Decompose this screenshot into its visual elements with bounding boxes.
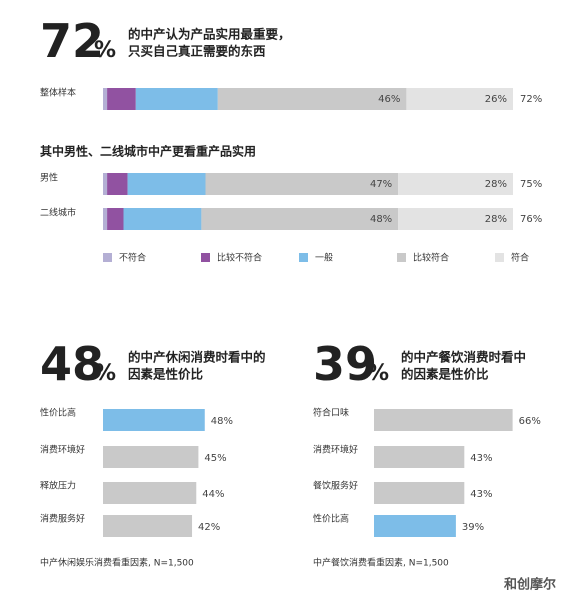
legend-swatch (299, 253, 308, 262)
bar (374, 482, 465, 504)
footnote: 中产休闲娱乐消费看重因素, N=1,500 (40, 557, 194, 569)
legend-swatch (495, 253, 504, 262)
category-label: 符合口味 (313, 407, 349, 419)
bar-segment (217, 88, 407, 110)
headline-text: 的因素是性价比 (401, 367, 489, 382)
headline-number: 72 (40, 14, 104, 68)
legend-label: 比较符合 (413, 252, 449, 264)
value-label: 42% (198, 522, 220, 533)
bar-segment (398, 173, 513, 195)
value-label: 46% (378, 94, 400, 105)
total-label: 75% (520, 179, 542, 190)
value-label: 47% (370, 179, 392, 190)
value-label: 48% (211, 416, 233, 427)
headline-number: 39 (313, 337, 377, 391)
legend-label: 比较不符合 (217, 252, 262, 264)
headline-text: 因素是性价比 (128, 367, 204, 382)
legend-label: 不符合 (119, 252, 146, 264)
bar (103, 515, 193, 537)
bar (103, 482, 197, 504)
category-label: 释放压力 (40, 480, 76, 492)
total-label: 76% (520, 214, 542, 225)
category-label: 性价比高 (313, 513, 349, 525)
bar (374, 515, 456, 537)
bar-segment (398, 208, 513, 230)
legend-label: 一般 (315, 252, 333, 264)
value-label: 28% (485, 179, 507, 190)
bar-segment (107, 208, 124, 230)
category-label: 消费服务好 (40, 513, 85, 525)
bar-segment (205, 173, 399, 195)
legend-swatch (103, 253, 112, 262)
headline-text: 的中产餐饮消费时看中 (401, 350, 526, 365)
value-label: 26% (485, 94, 507, 105)
headline-text: 的中产认为产品实用最重要， (128, 27, 291, 42)
bar (103, 409, 205, 431)
bar-segment (107, 173, 128, 195)
total-label: 72% (520, 94, 542, 105)
bar (374, 409, 513, 431)
headline-text: 的中产休闲消费时看中的 (128, 350, 266, 365)
bar-segment (103, 208, 108, 230)
bar-segment (107, 88, 136, 110)
value-label: 39% (462, 522, 484, 533)
watermark: 和创摩尔 (504, 577, 556, 593)
legend-swatch (201, 253, 210, 262)
value-label: 28% (485, 214, 507, 225)
category-label: 性价比高 (40, 407, 76, 419)
value-label: 66% (519, 416, 541, 427)
bar-segment (103, 88, 108, 110)
headline-unit: % (94, 361, 116, 386)
bar-segment (135, 88, 218, 110)
legend-swatch (397, 253, 406, 262)
value-label: 43% (470, 453, 492, 464)
bar-segment (406, 88, 513, 110)
category-label: 男性 (40, 172, 58, 184)
value-label: 43% (470, 489, 492, 500)
bar-segment (123, 208, 202, 230)
category-label: 二线城市 (40, 207, 76, 219)
headline-number: 48 (40, 337, 104, 391)
footnote: 中产餐饮消费看重因素, N=1,500 (313, 557, 449, 569)
category-label: 餐饮服务好 (313, 480, 358, 492)
legend-label: 符合 (511, 252, 529, 264)
category-label: 消费环境好 (40, 444, 85, 456)
bar-segment (201, 208, 399, 230)
value-label: 45% (204, 453, 226, 464)
headline-unit: % (94, 38, 116, 63)
section-title: 其中男性、二线城市中产更看重产品实用 (40, 144, 256, 159)
bar (374, 446, 465, 468)
category-label: 消费环境好 (313, 444, 358, 456)
bar-segment (103, 173, 108, 195)
value-label: 48% (370, 214, 392, 225)
headline-unit: % (367, 361, 389, 386)
headline-text: 只买自己真正需要的东西 (128, 44, 266, 59)
bar (103, 446, 199, 468)
category-label: 整体样本 (40, 87, 76, 99)
bar-segment (127, 173, 206, 195)
value-label: 44% (202, 489, 224, 500)
